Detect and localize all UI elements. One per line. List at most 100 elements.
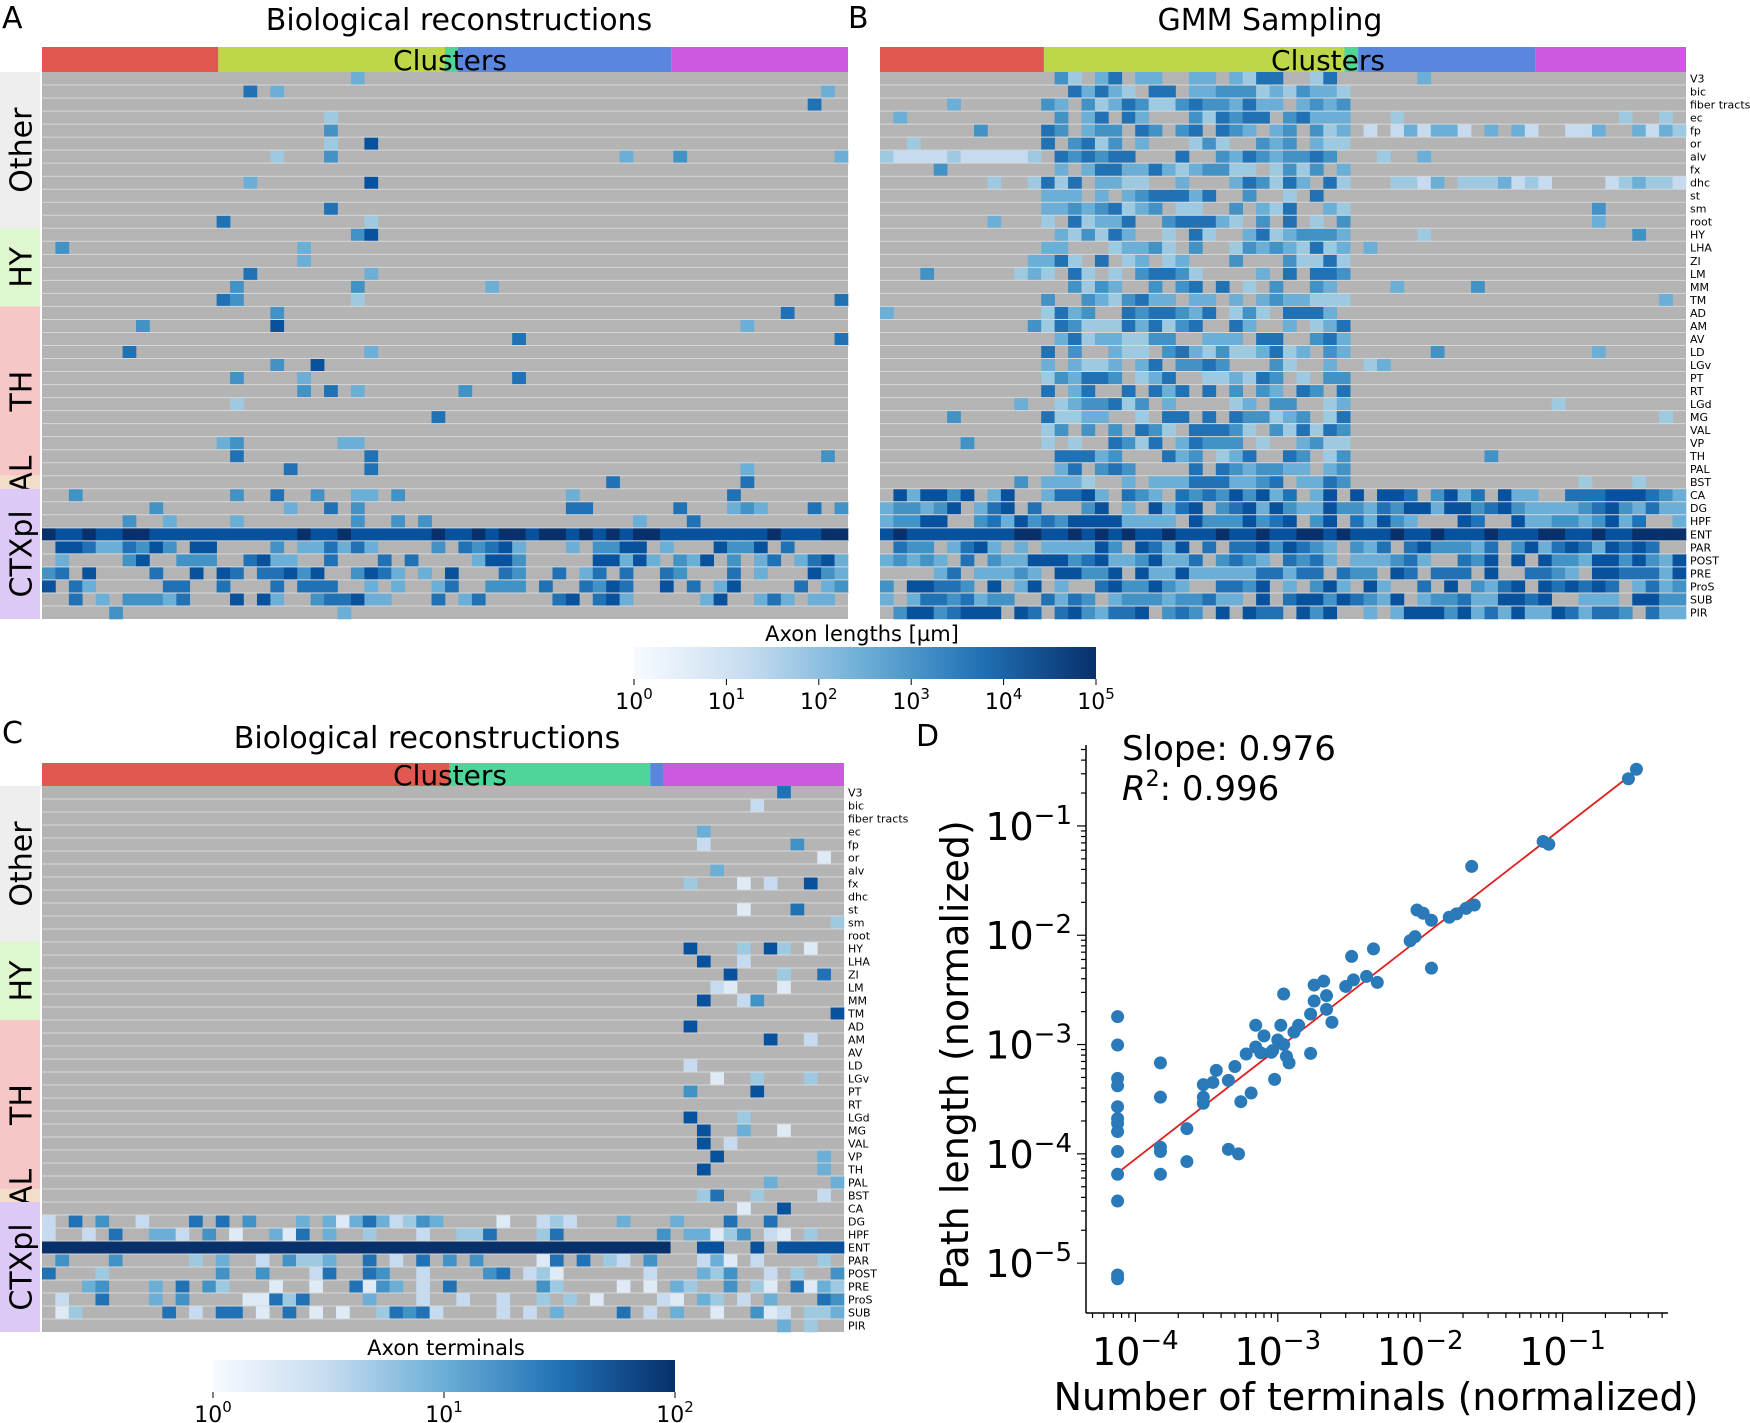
heatmap-cell bbox=[1618, 514, 1633, 529]
heatmap-cell bbox=[960, 579, 975, 594]
heatmap-cell bbox=[1269, 163, 1284, 177]
heatmap-cell bbox=[1041, 319, 1055, 333]
heatmap-cell bbox=[619, 527, 634, 542]
heatmap-cell bbox=[1229, 449, 1243, 464]
heatmap-cell bbox=[443, 1280, 457, 1294]
heatmap-cell bbox=[1457, 553, 1472, 568]
heatmap-cell bbox=[1256, 72, 1270, 86]
heatmap-cell bbox=[777, 786, 791, 800]
heatmap-cell bbox=[336, 1215, 350, 1229]
heatmap-cell bbox=[1659, 111, 1673, 125]
heatmap-cell bbox=[1242, 605, 1257, 620]
heatmap-cell bbox=[1135, 267, 1149, 281]
heatmap-cell bbox=[1269, 241, 1284, 255]
scatter-point bbox=[1277, 987, 1291, 1001]
heatmap-cell bbox=[1309, 319, 1324, 333]
heatmap-cell bbox=[1511, 553, 1526, 568]
heatmap-cell bbox=[350, 527, 365, 542]
row-label: AD bbox=[1690, 307, 1706, 320]
heatmap-cell bbox=[987, 540, 1002, 555]
heatmap-cell bbox=[803, 942, 818, 956]
heatmap-cell bbox=[1068, 306, 1082, 320]
heatmap-cell bbox=[349, 1241, 364, 1255]
heatmap-cell bbox=[1041, 358, 1055, 372]
row-label: AD bbox=[848, 1020, 864, 1033]
heatmap-cell bbox=[297, 566, 311, 581]
heatmap-cell bbox=[1457, 592, 1472, 607]
heatmap-cell bbox=[1309, 72, 1324, 86]
heatmap-cell bbox=[1309, 540, 1324, 555]
heatmap-cell bbox=[1591, 592, 1606, 607]
heatmap-cell bbox=[1283, 189, 1297, 203]
heatmap-cell bbox=[1471, 592, 1485, 607]
heatmap-cell bbox=[1229, 215, 1243, 229]
heatmap-cell bbox=[536, 1241, 551, 1255]
heatmap-cell bbox=[1309, 293, 1324, 307]
heatmap-cell bbox=[723, 981, 738, 995]
heatmap-cell bbox=[1135, 423, 1149, 437]
heatmap-cell bbox=[1068, 72, 1082, 86]
heatmap-cell bbox=[297, 254, 311, 268]
heatmap-cell bbox=[270, 150, 285, 164]
heatmap-cell bbox=[483, 1267, 497, 1281]
heatmap-cell bbox=[1175, 475, 1190, 490]
heatmap-cell bbox=[82, 579, 97, 594]
heatmap-cell bbox=[920, 488, 935, 503]
heatmap-cell bbox=[606, 475, 620, 490]
heatmap-cell bbox=[350, 592, 365, 607]
heatmap-cell bbox=[1336, 566, 1351, 581]
heatmap-cell bbox=[1444, 124, 1458, 138]
row-label: PIR bbox=[848, 1319, 866, 1332]
heatmap-cell bbox=[1242, 501, 1257, 516]
scatter-point bbox=[1325, 1015, 1339, 1029]
heatmap-cell bbox=[282, 1228, 297, 1242]
heatmap-cell bbox=[1565, 553, 1579, 568]
heatmap-cell bbox=[750, 1072, 765, 1086]
heatmap-cell bbox=[1041, 553, 1055, 568]
heatmap-cell bbox=[1618, 540, 1633, 555]
heatmap-cell bbox=[1430, 605, 1445, 620]
heatmap-cell bbox=[523, 1241, 537, 1255]
heatmap-cell bbox=[1041, 384, 1055, 398]
row-label: AM bbox=[848, 1033, 865, 1046]
heatmap-cell bbox=[1256, 345, 1270, 359]
scatter-point bbox=[1180, 1122, 1194, 1136]
heatmap-cell bbox=[416, 1293, 430, 1307]
heatmap-cell bbox=[1108, 371, 1123, 385]
heatmap-cell bbox=[1659, 124, 1673, 138]
row-label: BST bbox=[848, 1189, 869, 1202]
heatmap-cell bbox=[1014, 605, 1029, 620]
heatmap-cell bbox=[243, 176, 258, 190]
heatmap-cell bbox=[1363, 553, 1378, 568]
heatmap-cell bbox=[947, 579, 961, 594]
heatmap-cell bbox=[1283, 137, 1297, 151]
heatmap-cell bbox=[803, 1241, 818, 1255]
heatmap-cell bbox=[1457, 176, 1472, 190]
heatmap-cell bbox=[1175, 579, 1190, 594]
heatmap-cell bbox=[686, 579, 701, 594]
heatmap-cell bbox=[162, 1306, 176, 1320]
heatmap-cell bbox=[1135, 293, 1149, 307]
heatmap-cell bbox=[834, 579, 849, 594]
heatmap-cell bbox=[1188, 267, 1203, 281]
heatmap-cell bbox=[803, 1072, 818, 1086]
tick-label: 10−2 bbox=[985, 910, 1072, 958]
heatmap-cell bbox=[1578, 475, 1593, 490]
heatmap-cell bbox=[1108, 358, 1123, 372]
heatmap-cell bbox=[1417, 176, 1432, 190]
heatmap-cell bbox=[1229, 540, 1243, 555]
heatmap-cell bbox=[1659, 488, 1673, 503]
heatmap-cell bbox=[1121, 150, 1136, 164]
heatmap-cell bbox=[1229, 85, 1243, 99]
heatmap-cell bbox=[1229, 98, 1243, 112]
heatmap-cell bbox=[230, 514, 244, 529]
heatmap-cell bbox=[1108, 150, 1123, 164]
heatmap-cell bbox=[1068, 462, 1082, 477]
heatmap-cell bbox=[710, 864, 724, 878]
heatmap-cell bbox=[1659, 605, 1673, 620]
heatmap-cell bbox=[1108, 267, 1123, 281]
heatmap-cell bbox=[750, 994, 765, 1008]
heatmap-cell bbox=[1296, 111, 1311, 125]
heatmap-cell bbox=[803, 877, 818, 891]
heatmap-cell bbox=[1202, 540, 1217, 555]
